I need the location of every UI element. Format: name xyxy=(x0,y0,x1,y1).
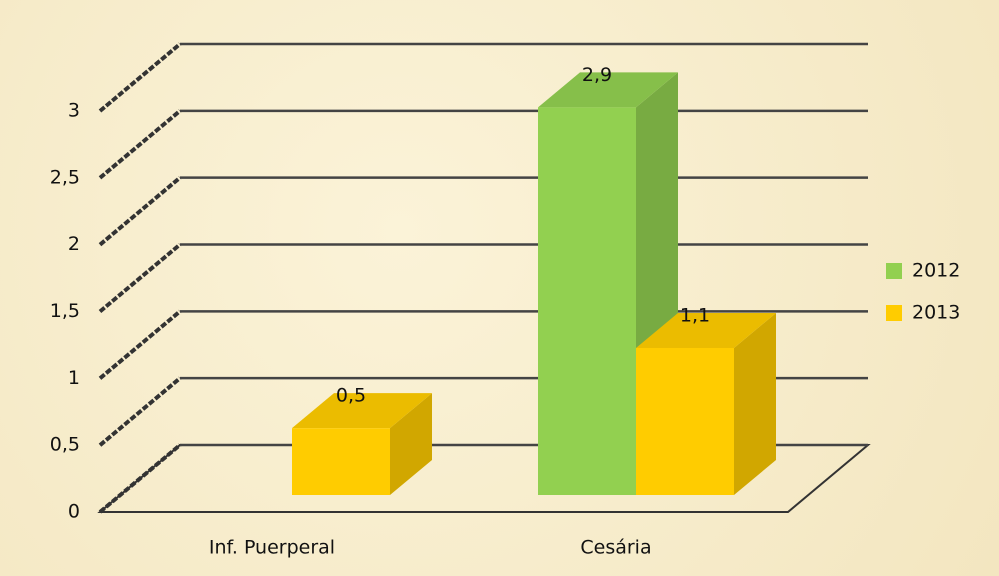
y-tick-label: 2,5 xyxy=(50,166,80,188)
bar-top xyxy=(538,72,678,108)
bar-side xyxy=(734,312,776,495)
y-tick-label: 0,5 xyxy=(50,434,80,456)
data-label: 2,9 xyxy=(582,64,612,86)
bar xyxy=(636,347,734,495)
grid-wall-line xyxy=(98,443,182,514)
y-tick-label: 1,5 xyxy=(50,300,80,322)
y-tick-label: 0 xyxy=(68,501,80,523)
data-label: 1,1 xyxy=(680,304,710,326)
grid-wall-line xyxy=(98,242,182,314)
grid-wall-line xyxy=(98,309,182,380)
y-tick-label: 1 xyxy=(68,367,80,389)
x-tick-label: Cesária xyxy=(580,537,651,559)
bar xyxy=(538,107,636,495)
legend-swatch xyxy=(886,305,902,321)
grid-wall-line xyxy=(98,176,182,247)
bar-top xyxy=(636,312,776,348)
legend-label: 2013 xyxy=(912,302,960,324)
grid-wall-line xyxy=(98,109,182,180)
bar-top xyxy=(292,393,432,429)
bar-side xyxy=(390,393,432,495)
bar xyxy=(292,428,390,495)
y-tick-label: 2 xyxy=(68,233,80,255)
y-tick-label: 3 xyxy=(68,100,80,122)
legend-swatch xyxy=(886,263,902,279)
grid-wall-line xyxy=(98,376,182,447)
x-tick-label: Inf. Puerperal xyxy=(209,537,335,559)
data-label: 0,5 xyxy=(336,385,366,407)
legend-label: 2012 xyxy=(912,260,960,282)
grid-wall-line xyxy=(98,42,182,113)
